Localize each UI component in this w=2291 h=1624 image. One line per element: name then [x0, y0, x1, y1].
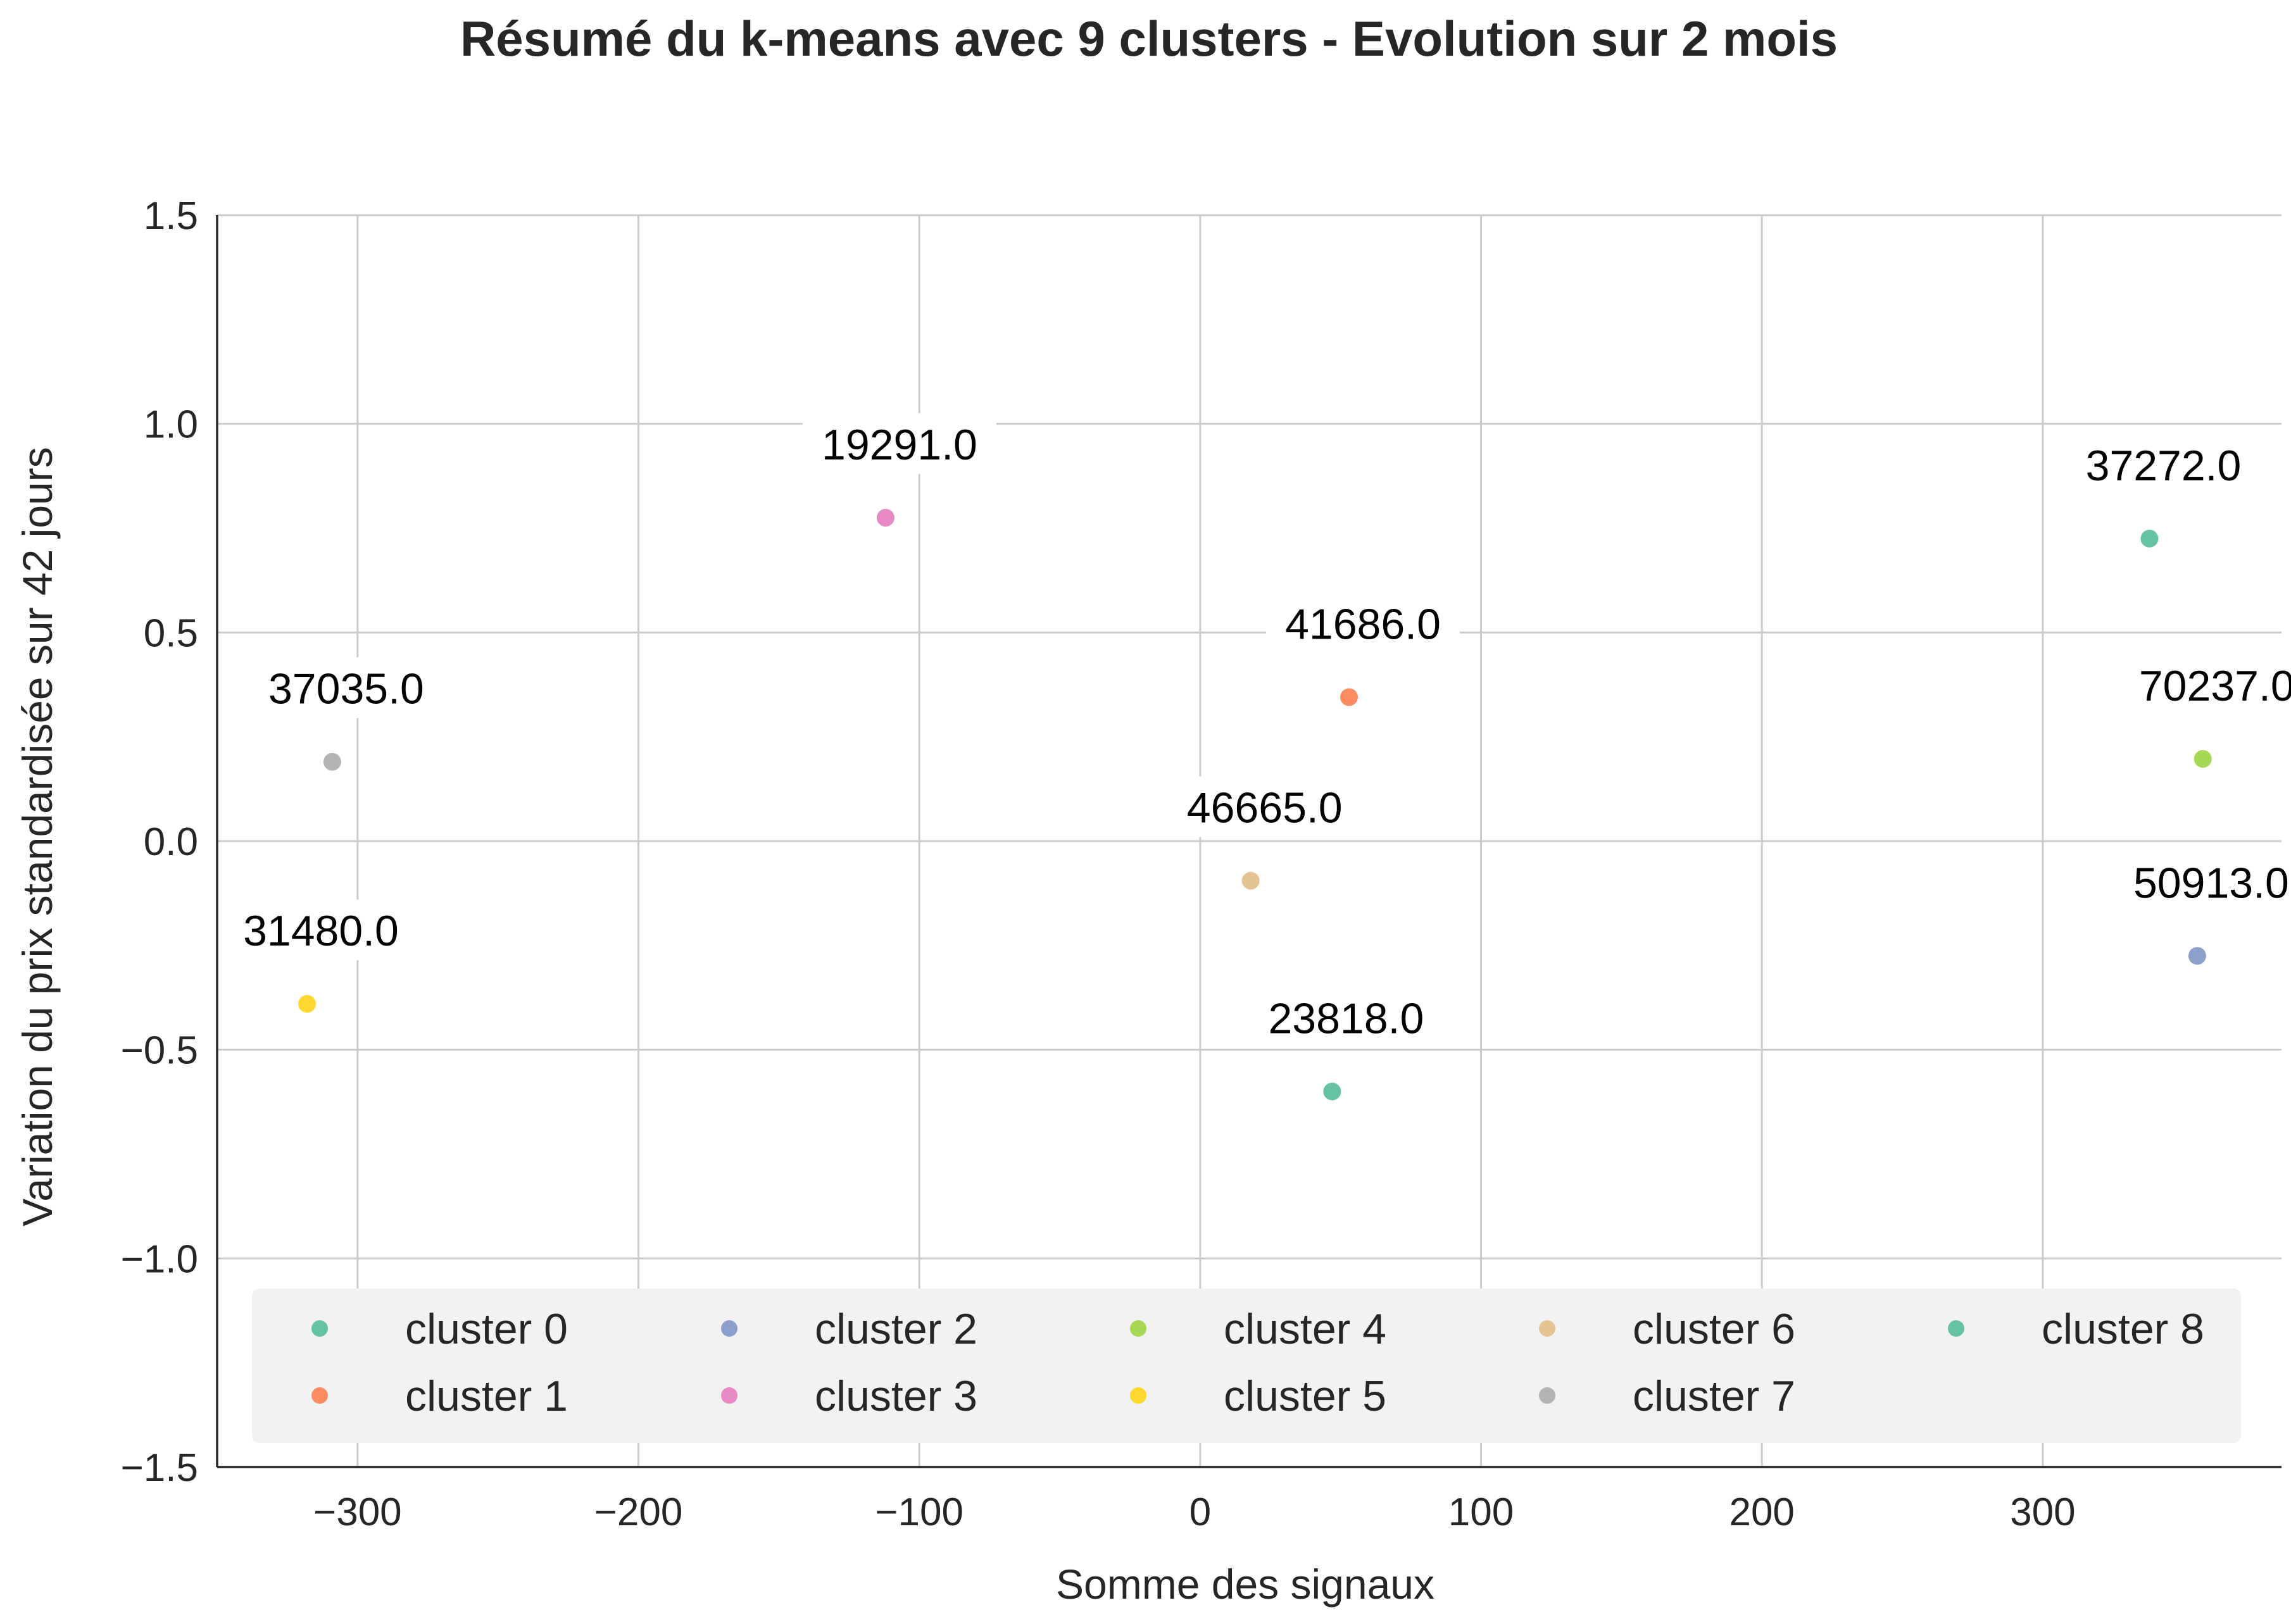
y-tick-label: 1.5 [144, 194, 198, 238]
annotation-background [223, 899, 418, 961]
axes [216, 215, 2282, 1468]
y-tick-label: −1.0 [121, 1237, 198, 1281]
data-point [298, 995, 316, 1013]
y-axis-label: Variation du prix standardisée sur 42 jo… [14, 447, 61, 1226]
y-tick-labels: −1.5 −1.0 −0.5 0.0 0.5 1.0 1.5 [121, 194, 198, 1490]
annotation-background [249, 657, 443, 718]
point-annotation: 46665.0 [1187, 784, 1343, 832]
legend-box [252, 1289, 2241, 1443]
point-annotation: 19291.0 [822, 421, 977, 469]
legend-marker [1130, 1320, 1146, 1337]
annotation-background [1266, 592, 1460, 654]
data-point [323, 753, 341, 771]
x-tick-label: −300 [313, 1490, 402, 1534]
legend-marker [1130, 1387, 1146, 1404]
x-tick-label: −100 [875, 1490, 963, 1534]
data-point [1340, 688, 1359, 706]
point-annotation: 70237.0 [2139, 662, 2291, 710]
legend-label: cluster 0 [405, 1305, 568, 1353]
x-tick-label: 300 [2010, 1490, 2075, 1534]
point-annotation: 41686.0 [1285, 601, 1441, 649]
x-tick-label: 100 [1448, 1490, 1514, 1534]
legend: cluster 0 cluster 1 cluster 2 cluster 3 clus… [252, 1289, 2241, 1443]
data-point [1323, 1082, 1341, 1101]
x-tick-label: −200 [594, 1490, 683, 1534]
point-annotations: 37272.0 41686.0 50913.0 19291.0 70237.0 31480… [223, 413, 2291, 1048]
y-tick-label: 0.5 [144, 611, 198, 655]
x-tick-label: 0 [1189, 1490, 1211, 1534]
data-point [1241, 871, 1260, 890]
legend-marker [721, 1387, 738, 1404]
data-points [298, 509, 2212, 1101]
y-tick-label: −1.5 [121, 1446, 198, 1490]
point-annotation: 37272.0 [2086, 442, 2242, 490]
annotation-background [2114, 851, 2291, 913]
x-tick-labels: −300 −200 −100 0 100 200 300 [313, 1490, 2076, 1534]
x-axis-label: Somme des signaux [1056, 1561, 1434, 1608]
point-annotation: 31480.0 [243, 907, 399, 955]
data-point [2140, 529, 2159, 547]
annotation-background [1167, 776, 1362, 837]
x-tick-label: 200 [1729, 1490, 1794, 1534]
legend-marker [311, 1320, 328, 1337]
legend-marker [1539, 1387, 1555, 1404]
legend-label: cluster 8 [2042, 1305, 2204, 1353]
legend-label: cluster 1 [405, 1372, 568, 1420]
annotation-background [1249, 987, 1443, 1048]
legend-marker [1539, 1320, 1555, 1337]
legend-label: cluster 5 [1224, 1372, 1386, 1420]
legend-marker [1948, 1320, 1964, 1337]
data-point [2194, 750, 2212, 768]
y-tick-label: 0.0 [144, 820, 198, 864]
data-point [876, 509, 894, 527]
y-tick-label: −0.5 [121, 1029, 198, 1073]
annotation-background [2066, 434, 2261, 495]
point-annotation: 23818.0 [1268, 995, 1424, 1043]
legend-marker [721, 1320, 738, 1337]
point-annotation: 50913.0 [2133, 859, 2289, 907]
legend-label: cluster 6 [1633, 1305, 1795, 1353]
legend-label: cluster 3 [815, 1372, 977, 1420]
point-annotation: 37035.0 [268, 665, 424, 713]
annotation-background [2119, 654, 2291, 716]
annotation-background [802, 413, 996, 475]
y-tick-label: 1.0 [144, 403, 198, 447]
legend-label: cluster 7 [1633, 1372, 1795, 1420]
chart-title: Résumé du k-means avec 9 clusters - Evol… [460, 11, 1838, 66]
data-point [2188, 947, 2206, 965]
legend-marker [311, 1387, 328, 1404]
legend-label: cluster 2 [815, 1305, 977, 1353]
grid [217, 214, 2282, 1468]
legend-label: cluster 4 [1224, 1305, 1386, 1353]
